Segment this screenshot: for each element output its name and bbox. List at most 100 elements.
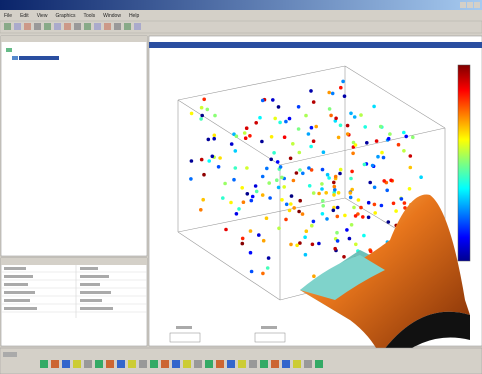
scatter-dot [317, 192, 321, 196]
tool-button[interactable] [94, 23, 101, 30]
scatter-dot [301, 212, 305, 216]
scatter-dot [245, 166, 249, 170]
scatter-dot [199, 117, 203, 121]
title-bar [0, 0, 482, 10]
scatter-dot [308, 184, 312, 188]
tool-button[interactable] [54, 23, 61, 30]
taskbar-icon[interactable] [84, 360, 92, 368]
taskbar-icon[interactable] [40, 360, 48, 368]
close-button[interactable] [474, 2, 480, 8]
taskbar-icon[interactable] [172, 360, 180, 368]
taskbar-icon[interactable] [205, 360, 213, 368]
scatter-dot [273, 117, 277, 121]
taskbar-icon[interactable] [293, 360, 301, 368]
tool-button[interactable] [24, 23, 31, 30]
taskbar-icon[interactable] [194, 360, 202, 368]
scatter-dot [321, 212, 325, 216]
taskbar-icon[interactable] [139, 360, 147, 368]
scatter-dot [235, 134, 239, 138]
scatter-dot [368, 181, 372, 185]
menu-item[interactable]: Tools [83, 13, 95, 19]
menu-item[interactable]: Edit [20, 13, 29, 19]
scatter-dot [327, 176, 331, 180]
control-box[interactable] [170, 333, 200, 342]
control-box[interactable] [255, 333, 285, 342]
scatter-dot [409, 166, 413, 170]
scatter-dot [275, 178, 279, 182]
taskbar-icon[interactable] [315, 360, 323, 368]
scatter-dot [285, 203, 289, 207]
tool-button[interactable] [64, 23, 71, 30]
tool-button[interactable] [44, 23, 51, 30]
scatter-dot [403, 201, 407, 205]
scatter-dot [207, 138, 211, 142]
scatter-dot [288, 209, 292, 213]
scatter-dot [372, 105, 376, 109]
taskbar-icon[interactable] [150, 360, 158, 368]
taskbar-icon[interactable] [260, 360, 268, 368]
tool-button[interactable] [104, 23, 111, 30]
menu-item[interactable]: Graphics [55, 13, 76, 19]
scatter-dot [332, 181, 336, 185]
taskbar-icon[interactable] [183, 360, 191, 368]
taskbar-icon[interactable] [51, 360, 59, 368]
tool-button[interactable] [84, 23, 91, 30]
scatter-dot [284, 218, 288, 222]
scatter-dot [202, 173, 206, 177]
scatter-dot [295, 171, 299, 175]
scatter-dot [244, 136, 248, 140]
scatter-dot [380, 204, 384, 208]
menu-item[interactable]: File [4, 13, 12, 19]
tree-node-selected[interactable] [19, 56, 59, 60]
maximize-button[interactable] [467, 2, 473, 8]
menu-item[interactable]: View [37, 13, 48, 19]
toolbar [0, 21, 482, 33]
scatter-dot [329, 114, 333, 118]
scatter-dot [328, 107, 332, 111]
tool-button[interactable] [74, 23, 81, 30]
taskbar-icon[interactable] [271, 360, 279, 368]
scatter-dot [334, 175, 338, 179]
tool-button[interactable] [34, 23, 41, 30]
tool-button[interactable] [114, 23, 121, 30]
scatter-dot [282, 185, 286, 189]
scatter-dot [267, 181, 271, 185]
scatter-dot [289, 157, 293, 161]
scatter-dot [201, 198, 205, 202]
tool-button[interactable] [124, 23, 131, 30]
taskbar-icon[interactable] [304, 360, 312, 368]
taskbar-icon[interactable] [249, 360, 257, 368]
taskbar-icon[interactable] [227, 360, 235, 368]
taskbar-icon[interactable] [238, 360, 246, 368]
menu-item[interactable]: Window [103, 13, 121, 19]
minimize-button[interactable] [460, 2, 466, 8]
taskbar-icon[interactable] [161, 360, 169, 368]
tool-button[interactable] [134, 23, 141, 30]
scatter-dot [309, 89, 313, 93]
taskbar-icon[interactable] [117, 360, 125, 368]
scatter-dot [249, 229, 253, 233]
scatter-dot [373, 186, 377, 190]
tool-button[interactable] [14, 23, 21, 30]
scatter-dot [213, 114, 217, 118]
menu-item[interactable]: Help [129, 13, 140, 19]
scatter-dot [242, 200, 246, 204]
taskbar-icon[interactable] [73, 360, 81, 368]
taskbar-icon[interactable] [128, 360, 136, 368]
scatter-dot [245, 126, 249, 130]
scatter-dot [388, 132, 392, 136]
taskbar-icon[interactable] [62, 360, 70, 368]
scatter-dot [325, 217, 329, 221]
scatter-dot [336, 206, 340, 210]
tool-button[interactable] [4, 23, 11, 30]
taskbar-icon[interactable] [216, 360, 224, 368]
start-button[interactable] [3, 352, 17, 357]
taskbar-icon[interactable] [95, 360, 103, 368]
taskbar-icon[interactable] [106, 360, 114, 368]
scatter-dot [246, 192, 250, 196]
scatter-dot [218, 156, 222, 160]
scatter-dot [409, 154, 413, 158]
scatter-dot [353, 115, 357, 119]
taskbar-icon[interactable] [282, 360, 290, 368]
scatter-dot [332, 209, 336, 213]
